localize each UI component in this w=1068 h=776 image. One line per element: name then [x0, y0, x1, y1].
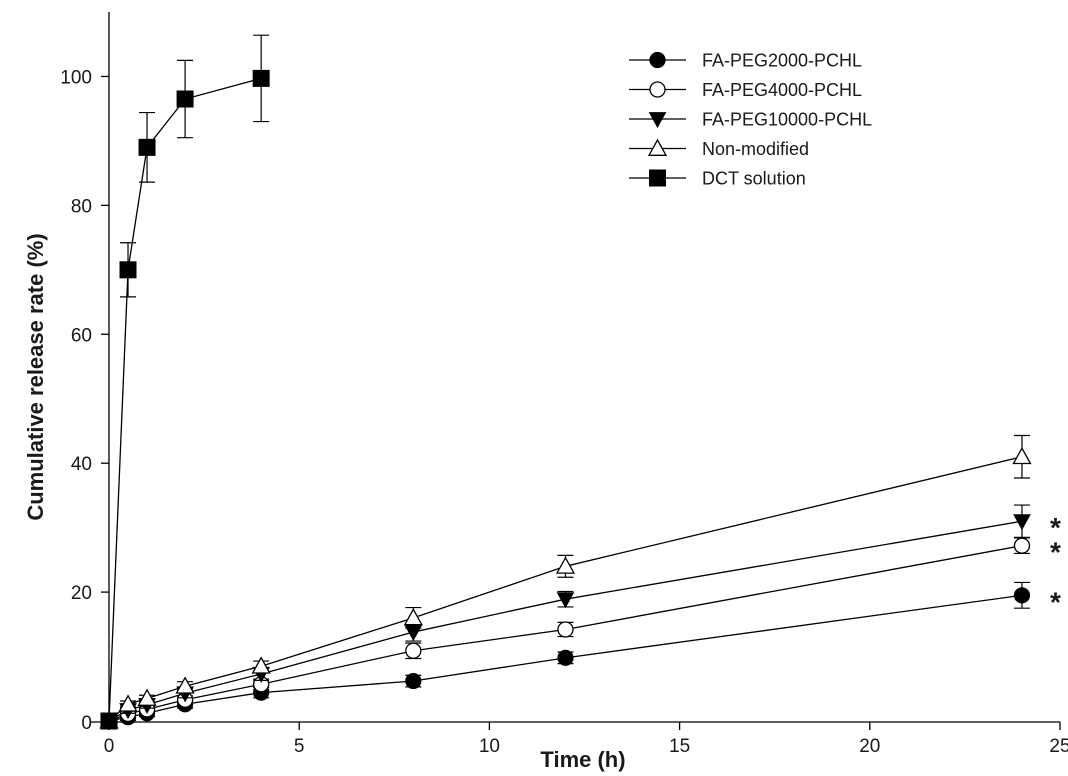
data-point [176, 90, 194, 108]
significance-marker: * [1050, 512, 1061, 543]
data-point [137, 688, 157, 706]
data-point [119, 261, 137, 279]
x-tick-label: 0 [104, 736, 115, 757]
legend-label: DCT solution [702, 169, 806, 189]
y-tick-label: 60 [71, 325, 92, 346]
data-point [557, 621, 574, 638]
y-axis-title: Cumulative release rate (%) [23, 233, 48, 520]
legend-label: FA-PEG10000-PCHL [702, 110, 872, 130]
legend-item-4: DCT solution [629, 169, 806, 189]
legend-marker [648, 112, 667, 129]
data-point [118, 694, 138, 712]
y-tick-label: 100 [60, 67, 92, 88]
data-point [100, 712, 118, 730]
series-layer: *** [99, 34, 1061, 731]
series-line [108, 456, 1023, 722]
legend-label: FA-PEG2000-PCHL [702, 51, 862, 71]
legend: FA-PEG2000-PCHL FA-PEG4000-PCHL FA-PEG1000… [629, 51, 872, 189]
x-tick-label: 20 [859, 736, 880, 757]
series-line [108, 520, 1023, 722]
data-point [557, 649, 574, 666]
data-point [555, 556, 576, 574]
y-tick-label: 20 [71, 583, 92, 604]
data-point [405, 672, 422, 690]
x-tick-label: 15 [669, 736, 690, 757]
significance-marker: * [1050, 537, 1061, 568]
x-tick-label: 10 [479, 736, 500, 757]
data-point [175, 676, 195, 694]
x-tick-label: 5 [294, 736, 305, 757]
legend-marker [649, 51, 666, 69]
legend-item-3: Non-modified [629, 138, 809, 159]
legend-item-0: FA-PEG2000-PCHL [629, 51, 862, 71]
legend-marker [647, 138, 668, 156]
legend-label: FA-PEG4000-PCHL [702, 80, 862, 100]
legend-item-1: FA-PEG4000-PCHL [629, 80, 862, 100]
significance-marker: * [1050, 586, 1061, 617]
y-tick-label: 0 [81, 713, 92, 734]
data-point [1012, 446, 1032, 465]
y-tick-label: 80 [71, 196, 92, 217]
data-point [556, 592, 575, 609]
legend-marker [649, 169, 666, 187]
series-line [108, 77, 262, 722]
data-point [405, 642, 422, 659]
legend-label: Non-modified [702, 139, 809, 159]
data-point [138, 138, 156, 156]
series-3 [99, 434, 1032, 729]
series-1: * [100, 537, 1061, 730]
series-0: * [100, 581, 1061, 730]
legend-marker [649, 81, 666, 98]
data-point [1013, 587, 1031, 604]
data-point [1013, 537, 1031, 554]
series-4 [100, 34, 270, 730]
data-point [252, 69, 270, 87]
data-point [251, 656, 271, 674]
x-tick-label: 25 [1049, 736, 1068, 757]
data-point [1013, 514, 1031, 531]
x-axis-title: Time (h) [540, 747, 625, 772]
legend-item-2: FA-PEG10000-PCHL [629, 110, 872, 130]
y-tick-label: 40 [71, 454, 92, 475]
data-point [403, 608, 423, 626]
axes: 0 5 10 15 20 25 0 20 40 60 80 100 [60, 12, 1068, 757]
